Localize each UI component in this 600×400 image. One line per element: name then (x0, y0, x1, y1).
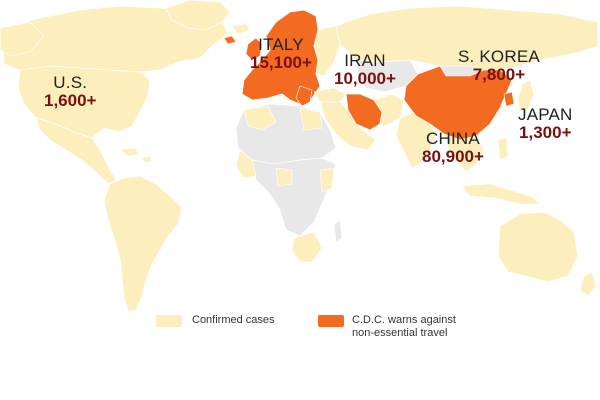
label-south-korea: S. KOREA 7,800+ (458, 48, 540, 84)
region-middle-east (319, 101, 377, 151)
region-egypt (299, 107, 323, 131)
legend-travel-label-line2: non-essential travel (352, 327, 448, 339)
region-greenland (165, 0, 231, 31)
legend-travel-label-line1: C.D.C. warns against (352, 314, 456, 326)
region-southeast-asia (443, 133, 485, 173)
label-china-name: CHINA (426, 129, 480, 148)
region-korea (503, 91, 515, 107)
label-south-korea-value: 7,800+ (472, 64, 526, 84)
region-caribbean (119, 147, 153, 163)
label-japan-value: 1,300+ (519, 122, 572, 142)
region-mexico-central-america (35, 117, 117, 185)
legend-travel-warning: C.D.C. warns against non-essential trave… (318, 312, 498, 342)
region-south-america (103, 175, 183, 313)
label-iran-value: 10,000+ (334, 68, 396, 88)
region-central-africa (251, 157, 337, 237)
label-japan-name: JAPAN (518, 105, 573, 124)
label-iran-name: IRAN (344, 51, 386, 70)
region-nigeria-cameroon (275, 167, 293, 187)
region-west-africa-cases (235, 149, 257, 179)
region-indonesia (461, 183, 541, 205)
legend-confirmed: Confirmed cases (156, 312, 316, 336)
label-usa-name: U.S. (53, 73, 88, 92)
label-iran: IRAN 10,000+ (334, 52, 396, 88)
region-mongolia (439, 65, 485, 77)
legend-travel-swatch (318, 315, 344, 327)
label-china-value: 80,900+ (422, 146, 484, 166)
legend-confirmed-swatch (156, 315, 182, 327)
region-morocco-algeria (243, 105, 277, 131)
region-south-africa (291, 231, 323, 263)
label-usa-value: 1,600+ (44, 90, 97, 110)
region-new-zealand (579, 271, 597, 297)
region-philippines (497, 137, 509, 161)
region-alaska (0, 21, 45, 57)
label-italy: ITALY 15,100+ (250, 36, 312, 72)
region-greece-balkans (295, 85, 313, 107)
region-madagascar (333, 219, 343, 243)
label-italy-value: 15,100+ (250, 52, 312, 72)
label-usa: U.S. 1,600+ (44, 74, 96, 110)
label-japan: JAPAN 1,300+ (518, 106, 573, 142)
label-south-korea-name: S. KOREA (458, 47, 540, 66)
region-turkey (313, 87, 347, 103)
label-china: CHINA 80,900+ (422, 130, 484, 166)
legend-confirmed-label: Confirmed cases (192, 314, 275, 326)
region-iceland (231, 23, 251, 35)
label-italy-name: ITALY (258, 35, 304, 54)
region-ireland-small (223, 35, 237, 45)
region-japan (517, 79, 535, 113)
region-afghanistan-pakistan (373, 93, 405, 127)
region-europe (241, 9, 321, 105)
region-uk-ireland (245, 37, 263, 61)
region-usa (17, 65, 151, 139)
region-east-africa (319, 167, 335, 193)
region-australia (497, 211, 579, 283)
